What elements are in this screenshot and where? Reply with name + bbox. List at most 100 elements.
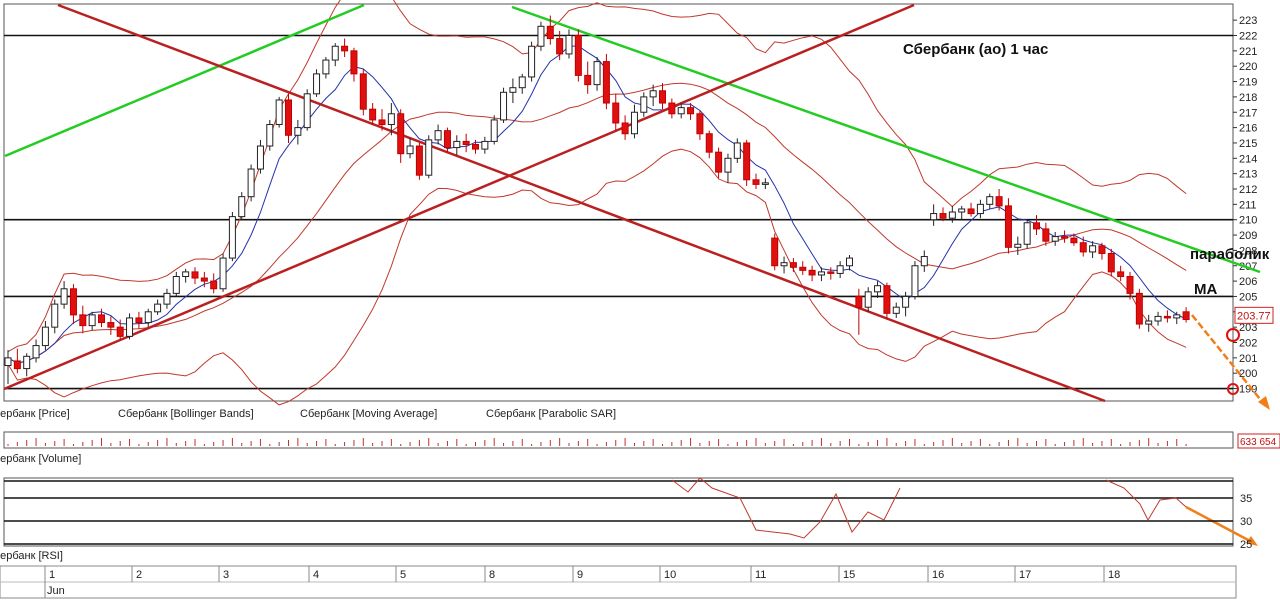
candle-down [1061, 236, 1069, 239]
price-tick-label: 214 [1239, 153, 1257, 165]
candle-down [1042, 228, 1050, 242]
candle-up [322, 59, 330, 75]
price-panel-frame [3, 3, 1234, 402]
candle-up [846, 257, 853, 267]
candle-up [51, 303, 59, 328]
candle-up [453, 140, 461, 149]
candle-down [808, 269, 816, 276]
volume-panel-frame [3, 431, 1234, 449]
candle-up [1145, 320, 1153, 325]
candle-down [107, 322, 115, 328]
rsi-panel-frame [3, 477, 1234, 547]
candle-down [350, 50, 358, 75]
date-label: 10 [664, 569, 676, 581]
price-tick-label: 219 [1239, 77, 1257, 89]
candle-up [144, 311, 152, 324]
candle-down [883, 285, 891, 314]
month-label: Jun [47, 585, 65, 597]
candle-down [200, 277, 208, 282]
moving-average-line [7, 82, 1187, 364]
candle-up [32, 345, 40, 359]
candle-up [976, 203, 984, 215]
candle-up [303, 93, 311, 129]
last-price-label: 203.77 [1237, 310, 1271, 322]
candle-down [443, 130, 451, 149]
candle-down [584, 74, 592, 86]
rsi-line-segment [1105, 479, 1187, 522]
projection-arrow-price [1191, 314, 1265, 405]
candle-up [958, 208, 966, 213]
candle-up [902, 295, 910, 308]
candle-down [799, 266, 807, 271]
candle-down [612, 102, 620, 124]
green-trendline-right [511, 5, 1261, 274]
candle-down [743, 142, 751, 181]
candle-down [378, 119, 386, 126]
candle-up [948, 211, 956, 219]
candle-up [920, 256, 928, 267]
bollinger-upper-line [7, 0, 1187, 353]
candle-up [126, 317, 134, 337]
candle-down [210, 280, 218, 290]
price-tick-label: 203 [1239, 322, 1257, 334]
red-trendline-down [57, 3, 1106, 403]
candle-down [1126, 275, 1134, 294]
legend-item-bollinger: Сбербанк [Bollinger Bands] [118, 408, 254, 420]
candle-down [79, 314, 87, 327]
candle-down [1033, 222, 1040, 230]
price-tick-label: 206 [1239, 276, 1257, 288]
candle-down [827, 271, 835, 274]
price-tick-label: 209 [1239, 230, 1257, 242]
candle-down [574, 35, 582, 76]
date-label: 18 [1108, 569, 1120, 581]
price-tick-label: 216 [1239, 123, 1257, 135]
candle-down [135, 317, 143, 324]
candle-down [13, 360, 21, 370]
rsi-line-segment [671, 477, 901, 539]
price-tick-label: 211 [1239, 199, 1257, 211]
bollinger-lower-line [7, 148, 1187, 406]
date-label: 4 [313, 569, 319, 581]
price-tick-label: 223 [1239, 15, 1257, 27]
price-tick-label: 205 [1239, 291, 1257, 303]
candle-down [341, 45, 349, 52]
candle-up [182, 271, 190, 277]
candle-up [518, 76, 526, 89]
candle-up [1089, 245, 1097, 253]
date-label: 2 [136, 569, 142, 581]
candle-down [752, 179, 760, 185]
candle-up [387, 113, 395, 126]
candle-up [724, 157, 732, 173]
candle-down [462, 140, 470, 145]
candle-down [415, 145, 423, 176]
candle-up [481, 140, 489, 150]
candle-down [967, 208, 975, 215]
candle-down [705, 133, 713, 153]
candle-up [154, 303, 162, 313]
candle-up [761, 182, 769, 185]
target-circle-upper [1226, 328, 1240, 342]
candle-down [369, 108, 377, 121]
candle-down [285, 99, 292, 136]
candle-up [163, 292, 171, 305]
candle-down [359, 73, 367, 110]
legend-item-price: Сбербанк [Price] [0, 408, 70, 420]
candle-up [537, 25, 545, 47]
candle-up [1173, 314, 1181, 319]
legend-item-moving-average: Сбербанк [Moving Average] [300, 408, 438, 420]
candle-up [836, 265, 844, 274]
candle-up [228, 216, 236, 259]
candle-up [864, 291, 872, 308]
candle-up [1154, 315, 1162, 322]
candle-down [995, 196, 1003, 207]
candle-up [892, 306, 900, 314]
candle-up [593, 61, 601, 86]
price-tick-label: 208 [1239, 245, 1257, 257]
date-label: 3 [223, 569, 229, 581]
candle-down [191, 271, 199, 279]
candle-up [425, 139, 433, 176]
candle-down [668, 102, 676, 115]
candle-up [640, 96, 648, 113]
candle-up [266, 124, 274, 147]
